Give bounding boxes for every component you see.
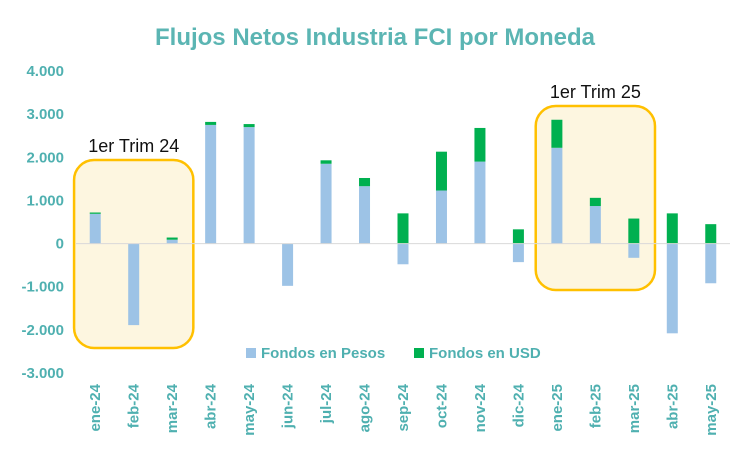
x-tick-label: ago-24	[357, 383, 374, 432]
x-tick-label: ene-25	[549, 384, 566, 432]
bar-pesos	[128, 243, 140, 326]
x-tick-label: abr-24	[203, 383, 220, 429]
x-axis: ene-24 feb-24 mar-24 abr-24 may-24 jun-24 jul-…	[87, 383, 720, 435]
bar-usd	[397, 213, 409, 244]
x-tick-label: feb-24	[126, 383, 143, 428]
x-tick-label: mar-24	[164, 383, 181, 433]
y-tick-label: 1.000	[26, 192, 64, 209]
bar-usd	[359, 177, 371, 187]
bar-pesos	[166, 239, 178, 244]
bar-pesos	[589, 206, 601, 244]
bar-pesos	[359, 186, 371, 244]
y-tick-label: -2.000	[21, 322, 64, 339]
bar-usd	[589, 197, 601, 207]
y-axis: 4.000 3.000 2.000 1.000 0 -1.000 -2.000 -3.000	[21, 63, 64, 382]
legend-label: Fondos en USD	[429, 345, 541, 362]
y-tick-label: 0	[56, 236, 64, 253]
bar-usd	[474, 127, 486, 162]
y-tick-label: 2.000	[26, 149, 64, 166]
bar-usd	[705, 224, 717, 244]
x-tick-label: feb-25	[587, 384, 604, 428]
bar-usd	[205, 121, 217, 125]
bar-pesos	[89, 213, 101, 244]
x-tick-label: may-24	[241, 383, 258, 435]
x-tick-label: oct-24	[433, 383, 450, 428]
legend-swatch-usd	[414, 348, 424, 358]
x-tick-label: may-25	[703, 384, 720, 436]
legend: Fondos en Pesos Fondos en USD	[246, 345, 541, 362]
y-tick-label: 4.000	[26, 63, 64, 80]
y-tick-label: -3.000	[21, 365, 64, 382]
bar-pesos	[705, 243, 717, 284]
bar-pesos	[628, 243, 640, 258]
bar-usd	[435, 151, 447, 191]
bar-usd	[243, 124, 255, 128]
bar-usd	[628, 218, 640, 244]
bar-usd	[512, 229, 524, 244]
y-tick-label: -1.000	[21, 279, 64, 296]
annotation-labels: 1er Trim 24 1er Trim 25	[88, 82, 641, 156]
bar-usd	[166, 237, 178, 240]
x-tick-label: abr-25	[664, 384, 681, 429]
y-tick-label: 3.000	[26, 106, 64, 123]
bar-usd	[89, 212, 101, 214]
x-tick-label: sep-24	[395, 383, 412, 431]
chart-title: Flujos Netos Industria FCI por Moneda	[155, 24, 596, 51]
annotation-label: 1er Trim 24	[88, 136, 179, 156]
bars-layer	[89, 119, 717, 334]
bar-pesos	[551, 147, 563, 244]
bar-usd	[666, 213, 678, 244]
bar-pesos	[666, 243, 678, 334]
bar-usd	[320, 160, 332, 164]
bar-pesos	[474, 161, 486, 244]
x-tick-label: mar-25	[626, 384, 643, 433]
x-tick-label: jun-24	[280, 383, 297, 429]
bar-pesos	[435, 190, 447, 244]
bar-pesos	[282, 243, 294, 286]
bar-pesos	[320, 163, 332, 244]
bar-pesos	[512, 243, 524, 263]
bar-pesos	[205, 124, 217, 244]
x-tick-label: jul-24	[318, 383, 335, 424]
legend-label: Fondos en Pesos	[261, 345, 385, 362]
annotation-label: 1er Trim 25	[550, 82, 641, 102]
x-tick-label: dic-24	[510, 383, 527, 427]
x-tick-label: nov-24	[472, 383, 489, 432]
bar-usd	[551, 119, 563, 148]
x-tick-label: ene-24	[87, 383, 104, 431]
bar-pesos	[397, 243, 409, 265]
legend-swatch-pesos	[246, 348, 256, 358]
bar-pesos	[243, 127, 255, 244]
